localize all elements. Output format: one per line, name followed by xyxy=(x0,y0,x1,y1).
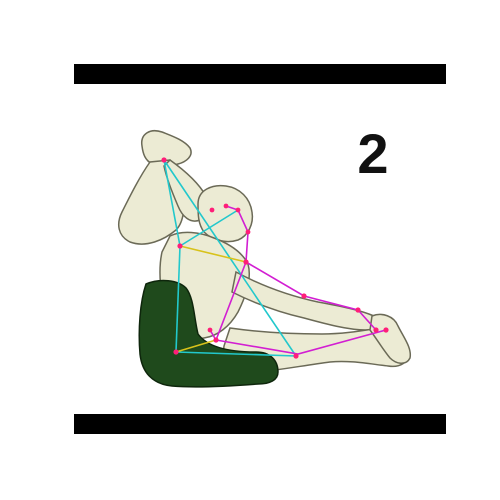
skeleton-line xyxy=(179,209,239,247)
skeleton-line xyxy=(175,339,217,353)
extended-arm xyxy=(231,270,379,331)
keypoint xyxy=(161,157,167,163)
top-black-bar xyxy=(74,64,446,84)
keypoint xyxy=(209,207,215,213)
keypoint xyxy=(245,229,251,235)
keypoint xyxy=(383,327,389,333)
pose-number-label: 2 xyxy=(357,122,389,185)
keypoint xyxy=(177,243,183,249)
keypoint xyxy=(243,259,249,265)
skeleton-line xyxy=(175,245,181,353)
shorts xyxy=(138,279,279,388)
head xyxy=(197,184,254,243)
skeleton-line xyxy=(179,245,247,263)
skeleton-line xyxy=(163,159,181,247)
bottom-black-bar xyxy=(74,414,446,434)
keypoint xyxy=(355,307,361,313)
extended-foot xyxy=(369,313,412,364)
pose-keypoints xyxy=(161,157,389,359)
skeleton-line xyxy=(215,329,387,355)
keypoint xyxy=(293,353,299,359)
keypoint xyxy=(173,349,179,355)
keypoint xyxy=(223,203,229,209)
keypoint xyxy=(373,327,379,333)
keypoint xyxy=(235,207,241,213)
skeleton-line xyxy=(245,261,377,331)
pose-skeleton xyxy=(163,159,387,357)
keypoint xyxy=(213,337,219,343)
keypoint xyxy=(207,327,213,333)
skeleton-line xyxy=(175,351,297,357)
keypoint xyxy=(301,293,307,299)
